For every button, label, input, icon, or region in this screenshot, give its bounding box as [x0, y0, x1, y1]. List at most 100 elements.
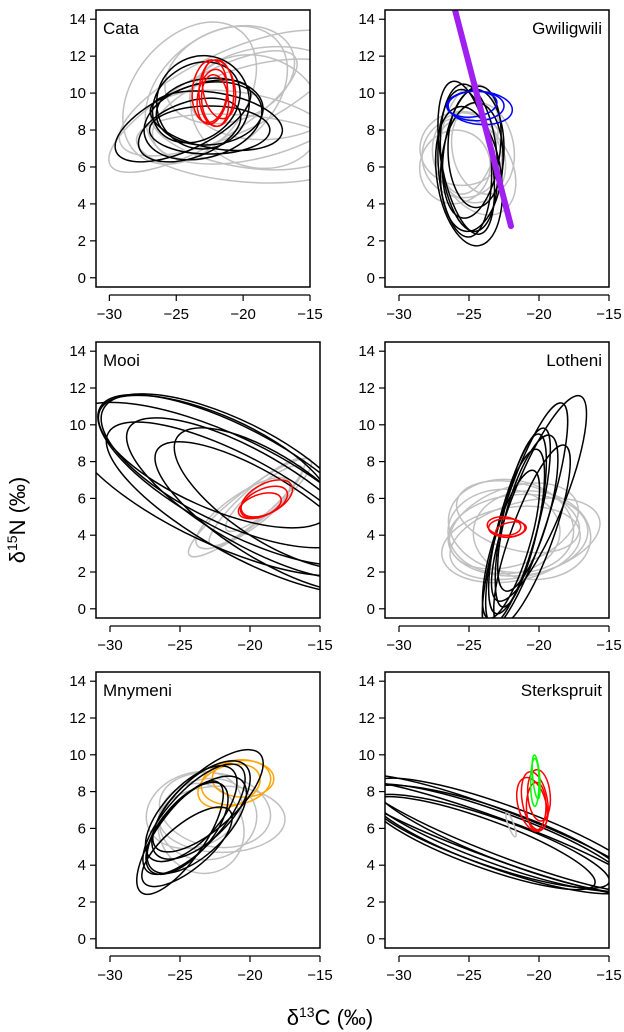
panel-title: Mnymeni	[103, 681, 172, 700]
y-tick-label: 0	[367, 270, 375, 287]
y-tick-label: 12	[358, 710, 375, 727]
black-ellipse	[496, 434, 559, 592]
y-tick-label: 12	[69, 710, 86, 727]
plot-area	[441, 394, 601, 618]
y-tick-label: 12	[69, 48, 86, 65]
panel-title: Mooi	[103, 351, 140, 370]
x-tick-label: −25	[456, 637, 481, 654]
y-tick-label: 12	[69, 380, 86, 397]
black-ellipse	[151, 61, 241, 144]
blue-ellipse	[445, 90, 498, 118]
red-ellipse	[525, 781, 547, 831]
black-ellipse	[148, 105, 271, 155]
y-tick-label: 8	[78, 784, 86, 801]
y-tick-label: 14	[358, 673, 375, 690]
y-tick-label: 2	[367, 564, 375, 581]
gray-ellipse	[435, 118, 517, 216]
y-tick-label: 10	[358, 417, 375, 434]
x-tick-label: −20	[237, 637, 262, 654]
x-tick-label: −25	[167, 967, 192, 984]
y-tick-label: 4	[367, 196, 375, 213]
panel-gwiligwili: Gwiligwili 0 2 4 6 8 10 12 14 −30 −25 −20 −15	[358, 9, 622, 323]
y-tick-label: 4	[78, 196, 86, 213]
plot-area	[136, 748, 286, 896]
y-tick-label: 0	[78, 270, 86, 287]
plot-area	[96, 393, 320, 594]
y-tick-label: 0	[367, 601, 375, 618]
y-tick-label: 8	[78, 454, 86, 471]
y-tick-label: 14	[69, 11, 86, 28]
orange-ellipse	[211, 759, 275, 798]
y-tick-label: 10	[69, 85, 86, 102]
black-ellipse	[125, 417, 320, 580]
black-ellipse	[154, 440, 320, 593]
y-tick-label: 8	[367, 122, 375, 139]
y-tick-label: 4	[78, 527, 86, 544]
y-tick-label: 4	[367, 527, 375, 544]
x-tick-label: −20	[526, 967, 551, 984]
x-tick-label: −15	[297, 306, 322, 323]
panel-frame	[384, 341, 610, 619]
black-ellipse	[441, 85, 502, 219]
gray-ellipse	[419, 129, 491, 205]
black-ellipse	[97, 394, 320, 529]
x-axis-label: δ13C (‰)	[287, 1004, 373, 1030]
y-tick-label: 6	[367, 159, 375, 176]
x-tick-label: −15	[596, 306, 621, 323]
y-tick-label: 0	[78, 931, 86, 948]
x-tick-label: −15	[307, 967, 332, 984]
x-tick-label: −20	[526, 637, 551, 654]
panel-frame	[95, 9, 311, 288]
y-tick-label: 10	[69, 747, 86, 764]
x-tick-label: −25	[164, 306, 189, 323]
y-tick-label: 10	[358, 85, 375, 102]
black-ellipse	[481, 469, 541, 618]
x-tick-label: −20	[230, 306, 255, 323]
red-ellipse	[196, 68, 229, 125]
y-tick-label: 8	[78, 122, 86, 139]
plot-area	[385, 754, 609, 897]
red-ellipse	[200, 73, 230, 128]
panel-lotheni: Lotheni 0 2 4 6 8 10 12 14 −30 −25 −20 −15	[358, 341, 622, 654]
black-ellipse	[385, 778, 609, 897]
panels: Cata 0 2 4 6 8 10 12 14 −30 −25 −20 −15 Gwiligwili 0 2 4…	[69, 9, 622, 984]
black-ellipse	[385, 774, 609, 894]
panel-mnymeni: Mnymeni 0 2 4 6 8 10 12 14 −30 −25 −20 −15	[69, 671, 333, 984]
panel-frame	[384, 671, 610, 949]
x-tick-label: −30	[97, 637, 122, 654]
plot-area	[419, 10, 517, 247]
x-tick-label: −30	[386, 306, 411, 323]
red-ellipse	[495, 521, 527, 539]
black-ellipse	[97, 393, 320, 567]
x-tick-label: −30	[97, 967, 122, 984]
y-tick-label: 6	[367, 820, 375, 837]
y-tick-label: 14	[69, 673, 86, 690]
gray-ellipse	[455, 480, 581, 554]
black-ellipse	[141, 806, 233, 888]
black-ellipse	[437, 88, 493, 238]
y-tick-label: 14	[358, 11, 375, 28]
y-tick-label: 10	[358, 747, 375, 764]
gray-ellipse	[144, 25, 289, 161]
y-tick-label: 2	[367, 894, 375, 911]
x-tick-label: −15	[596, 637, 621, 654]
x-tick-label: −25	[456, 967, 481, 984]
red-ellipse	[486, 515, 522, 537]
panel-cata: Cata 0 2 4 6 8 10 12 14 −30 −25 −20 −15	[69, 9, 323, 323]
gray-ellipse	[135, 113, 310, 184]
purple-band	[452, 10, 514, 230]
black-ellipse	[146, 775, 248, 875]
y-tick-label: 2	[78, 233, 86, 250]
y-tick-label: 4	[367, 857, 375, 874]
black-ellipse	[137, 97, 242, 163]
y-tick-label: 8	[367, 784, 375, 801]
x-tick-label: −30	[386, 967, 411, 984]
gray-ellipse	[122, 21, 258, 165]
black-ellipse	[105, 421, 320, 594]
panel-frame	[95, 341, 321, 619]
black-ellipse	[152, 748, 264, 853]
gray-ellipse	[447, 493, 589, 577]
red-ellipse	[240, 479, 294, 518]
gray-ellipse	[472, 490, 592, 581]
gray-ellipse	[190, 53, 310, 170]
